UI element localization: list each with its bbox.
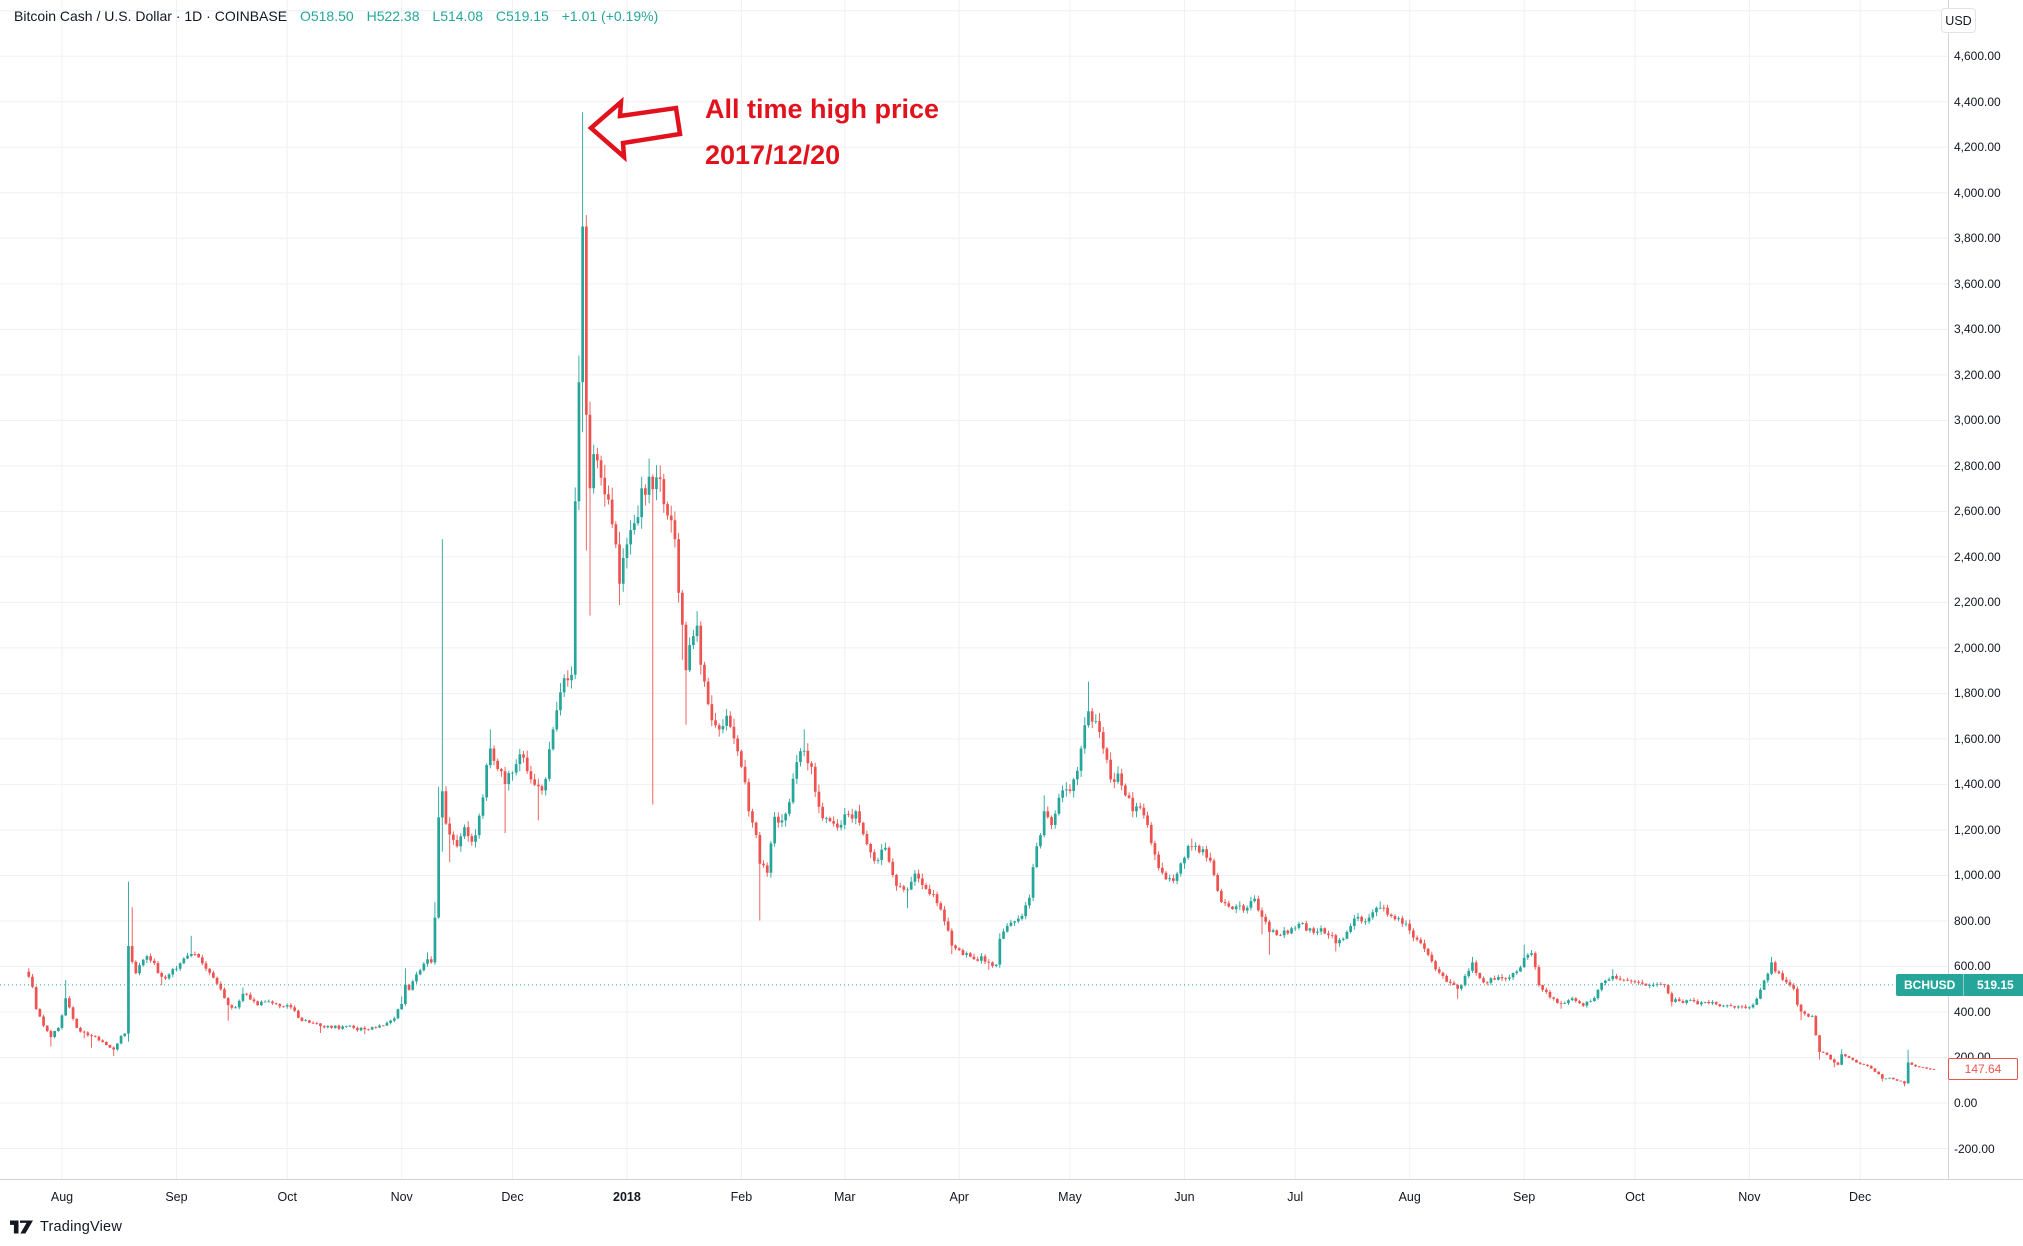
price-tick-label: 3,800.00 (1954, 231, 2001, 246)
time-tick-label: 2018 (613, 1190, 641, 1204)
ohlc-low: L514.08 (432, 8, 484, 24)
time-tick-label: Jun (1174, 1190, 1195, 1204)
ohlc-open: O518.50 (299, 8, 354, 24)
price-tick-label: -200.00 (1954, 1141, 1995, 1156)
currency-unit-button[interactable]: USD (1941, 8, 1976, 33)
current-price-badge-symbol: BCHUSD (1896, 973, 1965, 996)
price-tick-label: 600.00 (1954, 959, 1991, 974)
tradingview-logo-text: TradingView (40, 1219, 122, 1235)
time-tick-label: Nov (1738, 1190, 1761, 1204)
symbol-title: Bitcoin Cash / U.S. Dollar · 1D · COINBA… (14, 8, 288, 24)
price-scale-separator (1948, 0, 1949, 1179)
price-tick-label: 4,200.00 (1954, 140, 2001, 155)
price-tick-label: 3,200.00 (1954, 367, 2001, 382)
tradingview-logo[interactable]: TradingView (10, 1219, 122, 1235)
chart-legend: Bitcoin Cash / U.S. Dollar · 1D · COINBA… (14, 8, 658, 24)
price-tick-label: 2,400.00 (1954, 549, 2001, 564)
price-tick-label: 2,000.00 (1954, 640, 2001, 655)
time-tick-label: Sep (165, 1190, 188, 1204)
ath-annotation-arrow[interactable] (587, 96, 683, 163)
time-tick-label: Jul (1287, 1190, 1304, 1204)
time-tick-label: Mar (834, 1190, 856, 1204)
time-tick-label: Apr (949, 1190, 969, 1204)
ohlc-high: H522.38 (366, 8, 420, 24)
ath-annotation-line2: 2017/12/20 (705, 140, 841, 170)
price-tick-label: 2,200.00 (1954, 595, 2001, 610)
current-price-badge: BCHUSD 519.15 (1896, 973, 2023, 996)
price-tick-label: 3,000.00 (1954, 413, 2001, 428)
ath-annotation-line1: All time high price (705, 94, 940, 124)
last-close-price-badge: 147.64 (1948, 1058, 2018, 1081)
price-tick-label: 4,600.00 (1954, 49, 2001, 64)
ath-annotation-text[interactable]: All time high price 2017/12/20 (705, 86, 939, 178)
price-tick-label: 2,800.00 (1954, 458, 2001, 473)
price-tick-label: 1,000.00 (1954, 868, 2001, 883)
tradingview-logo-icon (10, 1220, 33, 1234)
time-tick-label: May (1058, 1190, 1082, 1204)
price-tick-label: 1,800.00 (1954, 686, 2001, 701)
price-tick-label: 3,600.00 (1954, 276, 2001, 291)
time-tick-label: Dec (501, 1190, 524, 1204)
candle-wicks-up (54, 112, 1909, 1084)
price-tick-label: 2,600.00 (1954, 504, 2001, 519)
time-tick-label: Sep (1513, 1190, 1536, 1204)
price-tick-label: 1,600.00 (1954, 731, 2001, 746)
price-tick-label: 4,000.00 (1954, 185, 2001, 200)
time-scale-separator (0, 1179, 2023, 1180)
current-price-badge-value: 519.15 (1976, 977, 2014, 992)
price-tick-label: 1,200.00 (1954, 822, 2001, 837)
price-tick-label: 4,400.00 (1954, 94, 2001, 109)
ohlc-close: C519.15 (495, 8, 549, 24)
time-tick-label: Nov (390, 1190, 413, 1204)
time-tick-label: Aug (50, 1190, 74, 1204)
price-tick-label: 0.00 (1954, 1096, 1978, 1110)
time-tick-label: Oct (277, 1190, 297, 1204)
time-tick-label: Aug (1398, 1190, 1421, 1204)
price-tick-label: 800.00 (1954, 913, 1991, 928)
price-change: +1.01 (+0.19%) (561, 8, 659, 24)
price-tick-label: 1,400.00 (1954, 777, 2001, 792)
price-tick-label: 3,400.00 (1954, 322, 2001, 337)
time-tick-label: Oct (1625, 1190, 1645, 1204)
time-tick-label: Dec (1849, 1190, 1872, 1204)
grid-lines (0, 0, 1948, 1179)
time-tick-label: Feb (730, 1190, 753, 1204)
price-tick-label: 400.00 (1954, 1004, 1991, 1019)
